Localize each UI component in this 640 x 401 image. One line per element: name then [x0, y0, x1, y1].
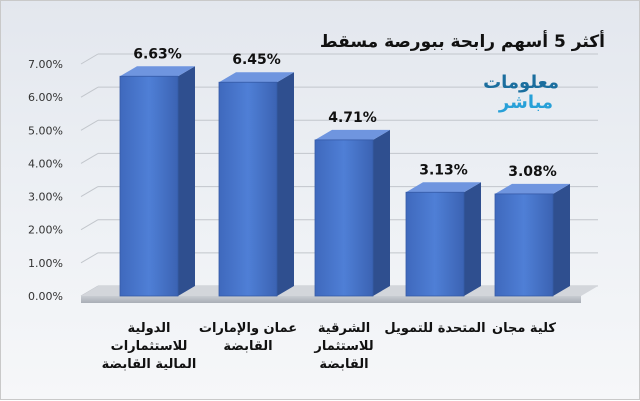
y-tick-label: 1.00% — [28, 257, 63, 270]
bar-side — [178, 66, 195, 297]
gridline-side — [80, 119, 99, 131]
data-label: 3.08% — [508, 164, 557, 180]
gridline-side — [80, 186, 99, 198]
bar-top — [406, 182, 481, 193]
category-label: المتحدة للتمويل — [384, 321, 485, 336]
bar-side — [373, 129, 390, 296]
bar — [218, 81, 278, 297]
category-label: كلية مجان — [492, 321, 556, 336]
data-label: 6.45% — [232, 52, 281, 68]
category-label: المالية القابضة — [102, 357, 197, 372]
data-label: 3.13% — [419, 162, 468, 178]
category-label: القابضة — [223, 339, 272, 354]
y-tick-label: 6.00% — [28, 91, 63, 104]
y-tick-label: 2.00% — [28, 224, 63, 237]
category-label: الشرقية — [318, 321, 370, 336]
chart-floor-edge — [81, 296, 581, 303]
bar-top — [495, 183, 570, 194]
chart-title: أكثر 5 أسهم رابحة ببورصة مسقط — [319, 32, 605, 52]
y-tick-label: 5.00% — [28, 124, 63, 137]
y-tick-label: 7.00% — [28, 58, 63, 71]
bar — [494, 193, 554, 297]
bar-top — [315, 129, 390, 140]
bar-side — [277, 72, 294, 296]
category-label: للاستثمار — [313, 339, 373, 354]
gridline-side — [80, 86, 99, 98]
logo-line-2: مباشر — [498, 92, 554, 113]
data-label: 4.71% — [328, 110, 377, 126]
category-label: للاستثمارات — [111, 339, 188, 354]
bar — [405, 191, 465, 297]
data-label: 6.63% — [133, 46, 182, 62]
bar — [314, 139, 374, 297]
category-label: القابضة — [319, 357, 368, 372]
y-tick-label: 0.00% — [28, 290, 63, 303]
gridline-side — [80, 252, 99, 264]
gridline-side — [80, 53, 99, 65]
y-tick-label: 4.00% — [28, 157, 63, 170]
bar — [119, 75, 179, 297]
bar-top — [120, 66, 195, 77]
logo-line-1: معلومات — [483, 72, 559, 93]
category-label: عمان والإمارات — [199, 321, 297, 336]
category-label: الدولية — [128, 321, 171, 336]
bar-side — [553, 183, 570, 296]
gridline-side — [80, 152, 99, 164]
bar-top — [219, 72, 294, 83]
bar-side — [464, 182, 481, 296]
brand-logo: معلومات مباشر — [483, 72, 559, 113]
gridline-side — [80, 219, 99, 231]
y-tick-label: 3.00% — [28, 191, 63, 204]
